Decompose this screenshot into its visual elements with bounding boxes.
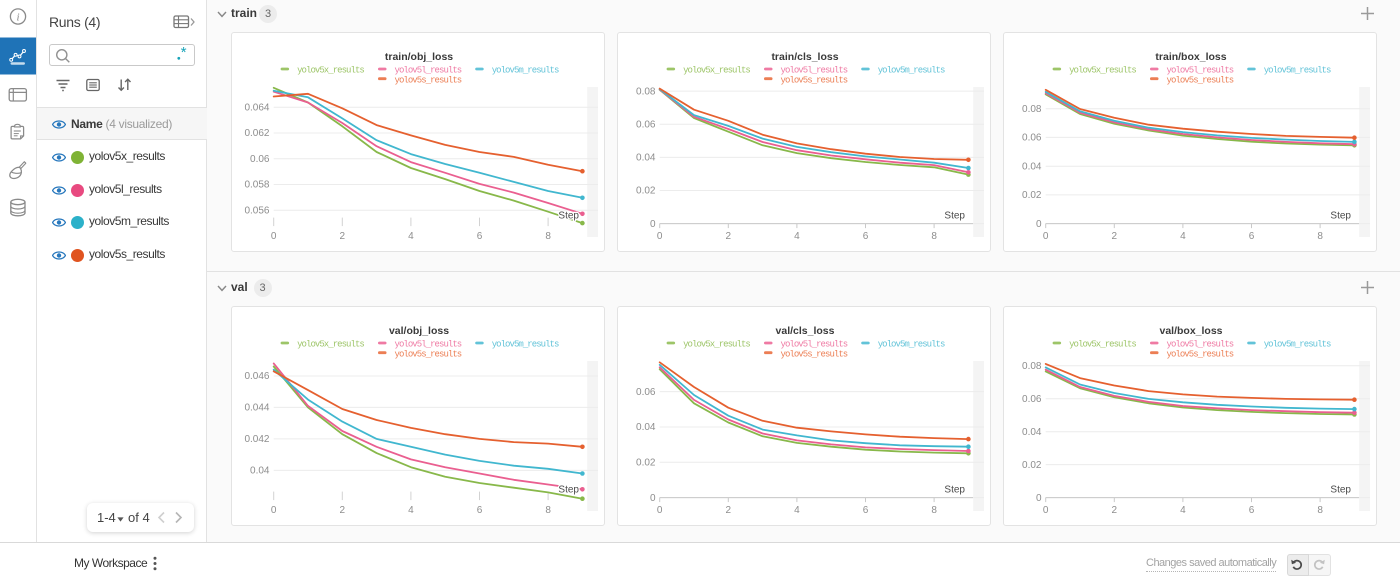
svg-text:yolov5m_results: yolov5m_results — [878, 340, 945, 350]
svg-text:yolov5l_results: yolov5l_results — [781, 66, 848, 76]
svg-text:yolov5s_results: yolov5s_results — [1167, 75, 1234, 85]
svg-text:4: 4 — [408, 231, 414, 242]
svg-text:6: 6 — [863, 505, 869, 516]
svg-text:yolov5s_results: yolov5s_results — [781, 349, 848, 359]
svg-text:0.06: 0.06 — [250, 154, 270, 165]
svg-text:0.08: 0.08 — [1022, 104, 1042, 115]
svg-text:Step: Step — [558, 485, 579, 496]
svg-text:2: 2 — [1112, 231, 1118, 242]
svg-text:0.02: 0.02 — [636, 186, 656, 197]
svg-text:2: 2 — [340, 505, 346, 516]
svg-text:0.06: 0.06 — [1022, 394, 1042, 405]
svg-text:Step: Step — [558, 211, 579, 222]
svg-text:i: i — [16, 12, 19, 24]
svg-text:yolov5x_results: yolov5x_results — [1069, 66, 1136, 76]
svg-text:0: 0 — [657, 231, 663, 242]
svg-text:0.04: 0.04 — [1022, 161, 1042, 172]
svg-text:yolov5x_results: yolov5x_results — [1069, 340, 1136, 350]
svg-text:0: 0 — [650, 219, 656, 230]
svg-text:4: 4 — [1180, 231, 1186, 242]
svg-text:Step: Step — [1330, 211, 1351, 222]
svg-text:0.044: 0.044 — [244, 403, 269, 414]
svg-text:0: 0 — [1036, 493, 1042, 504]
svg-text:Step: Step — [1330, 485, 1351, 496]
svg-text:yolov5x_results: yolov5x_results — [297, 340, 364, 350]
svg-text:Step: Step — [944, 485, 965, 496]
svg-text:yolov5m_results: yolov5m_results — [492, 66, 559, 76]
svg-text:8: 8 — [1317, 231, 1323, 242]
svg-text:yolov5m_results: yolov5m_results — [1264, 340, 1331, 350]
svg-text:0.058: 0.058 — [244, 180, 269, 191]
svg-text:0.08: 0.08 — [636, 86, 656, 97]
svg-text:0: 0 — [271, 505, 277, 516]
svg-text:0.04: 0.04 — [1022, 427, 1042, 438]
svg-text:train/cls_loss: train/cls_loss — [771, 51, 838, 63]
svg-text:0.064: 0.064 — [244, 102, 269, 113]
svg-text:train/obj_loss: train/obj_loss — [385, 51, 453, 63]
svg-text:*: * — [179, 46, 188, 63]
svg-text:val/obj_loss: val/obj_loss — [389, 325, 449, 337]
svg-text:yolov5s_results: yolov5s_results — [395, 349, 462, 359]
svg-text:0.02: 0.02 — [1022, 190, 1042, 201]
svg-text:2: 2 — [726, 231, 732, 242]
svg-text:0.056: 0.056 — [244, 206, 269, 217]
svg-text:4: 4 — [1180, 505, 1186, 516]
svg-text:0.06: 0.06 — [1022, 133, 1042, 144]
svg-text:6: 6 — [1249, 231, 1255, 242]
svg-text:0.06: 0.06 — [636, 387, 656, 398]
svg-text:0.08: 0.08 — [1022, 361, 1042, 372]
svg-text:yolov5s_results: yolov5s_results — [781, 75, 848, 85]
svg-text:4: 4 — [794, 231, 800, 242]
svg-text:0.06: 0.06 — [636, 119, 656, 130]
svg-text:8: 8 — [1317, 505, 1323, 516]
svg-text:0: 0 — [1043, 231, 1049, 242]
svg-text:yolov5m_results: yolov5m_results — [492, 340, 559, 350]
svg-text:yolov5s_results: yolov5s_results — [395, 75, 462, 85]
svg-text:yolov5s_results: yolov5s_results — [1167, 349, 1234, 359]
svg-text:8: 8 — [931, 231, 937, 242]
svg-text:yolov5l_results: yolov5l_results — [395, 66, 462, 76]
svg-text:yolov5m_results: yolov5m_results — [1264, 66, 1331, 76]
svg-text:8: 8 — [545, 505, 551, 516]
svg-text:yolov5x_results: yolov5x_results — [683, 66, 750, 76]
svg-text:0: 0 — [650, 493, 656, 504]
svg-text:8: 8 — [931, 505, 937, 516]
svg-text:6: 6 — [477, 231, 483, 242]
svg-text:yolov5m_results: yolov5m_results — [878, 66, 945, 76]
svg-text:2: 2 — [340, 231, 346, 242]
svg-text:train/box_loss: train/box_loss — [1155, 51, 1226, 63]
svg-text:0.046: 0.046 — [244, 371, 269, 382]
svg-text:0.042: 0.042 — [244, 434, 269, 445]
svg-text:yolov5l_results: yolov5l_results — [1167, 340, 1234, 350]
svg-text:Step: Step — [944, 211, 965, 222]
svg-text:0.04: 0.04 — [636, 422, 656, 433]
svg-text:4: 4 — [408, 505, 414, 516]
svg-text:2: 2 — [1112, 505, 1118, 516]
svg-text:0: 0 — [1036, 219, 1042, 230]
svg-text:8: 8 — [545, 231, 551, 242]
svg-text:val/cls_loss: val/cls_loss — [776, 325, 835, 337]
svg-text:0.04: 0.04 — [636, 153, 656, 164]
svg-text:0.02: 0.02 — [636, 458, 656, 469]
svg-text:0.062: 0.062 — [244, 128, 269, 139]
svg-text:val/box_loss: val/box_loss — [1159, 325, 1222, 337]
svg-text:0.02: 0.02 — [1022, 460, 1042, 471]
svg-text:0: 0 — [271, 231, 277, 242]
svg-text:0: 0 — [1043, 505, 1049, 516]
svg-text:2: 2 — [726, 505, 732, 516]
svg-text:yolov5l_results: yolov5l_results — [781, 340, 848, 350]
svg-text:yolov5x_results: yolov5x_results — [683, 340, 750, 350]
svg-text:yolov5x_results: yolov5x_results — [297, 66, 364, 76]
svg-text:0: 0 — [657, 505, 663, 516]
svg-text:0.04: 0.04 — [250, 466, 270, 477]
svg-text:6: 6 — [863, 231, 869, 242]
svg-text:yolov5l_results: yolov5l_results — [395, 340, 462, 350]
svg-text:yolov5l_results: yolov5l_results — [1167, 66, 1234, 76]
svg-text:6: 6 — [477, 505, 483, 516]
svg-text:4: 4 — [794, 505, 800, 516]
svg-text:6: 6 — [1249, 505, 1255, 516]
